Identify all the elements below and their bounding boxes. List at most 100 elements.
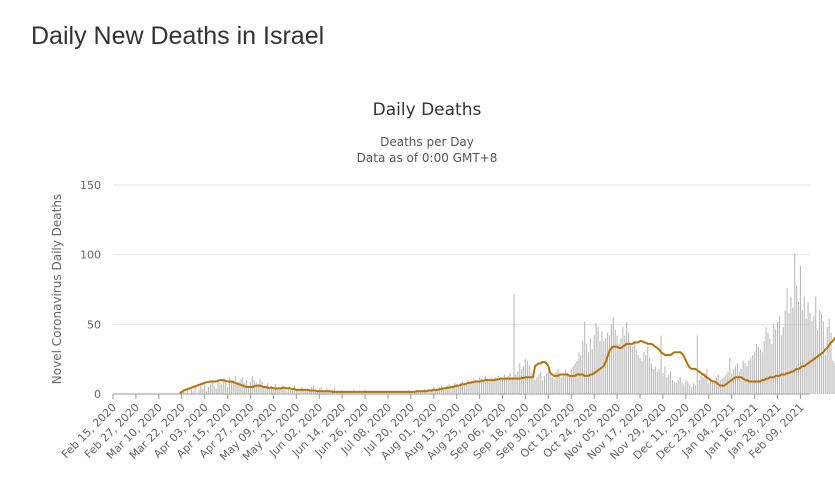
bar bbox=[488, 381, 490, 394]
bar bbox=[458, 385, 460, 394]
y-tick-label: 150 bbox=[80, 179, 101, 192]
bar bbox=[227, 387, 229, 394]
bar bbox=[251, 375, 253, 394]
bar bbox=[435, 389, 437, 394]
bar bbox=[832, 360, 834, 394]
bar bbox=[757, 346, 759, 394]
bar bbox=[624, 335, 626, 394]
bar bbox=[786, 288, 788, 394]
bar bbox=[385, 392, 387, 394]
bar bbox=[607, 332, 609, 394]
bar bbox=[712, 381, 714, 394]
bar bbox=[204, 382, 206, 394]
bar bbox=[496, 380, 498, 394]
bar bbox=[570, 368, 572, 394]
bar bbox=[228, 377, 231, 394]
bar bbox=[729, 357, 731, 394]
bar bbox=[551, 377, 553, 394]
bar bbox=[635, 349, 637, 394]
bar bbox=[482, 380, 484, 394]
bar bbox=[574, 363, 576, 394]
bar bbox=[610, 324, 612, 394]
bar bbox=[589, 338, 591, 394]
bar bbox=[209, 384, 211, 394]
bar bbox=[744, 363, 746, 394]
bar bbox=[633, 341, 635, 394]
bar bbox=[291, 388, 294, 394]
moving-average-line bbox=[179, 336, 835, 395]
bar bbox=[190, 388, 192, 394]
bar bbox=[505, 377, 507, 394]
bar bbox=[677, 380, 679, 394]
bar bbox=[219, 382, 221, 394]
bar bbox=[591, 349, 593, 394]
bar bbox=[719, 380, 721, 394]
bar bbox=[427, 391, 429, 394]
chart-subtitle-line-2: Data as of 0:00 GMT+8 bbox=[357, 151, 498, 165]
bar bbox=[813, 315, 815, 394]
bar bbox=[475, 380, 477, 394]
bar bbox=[286, 391, 288, 394]
bar bbox=[429, 389, 431, 394]
bar bbox=[477, 381, 479, 394]
bar bbox=[696, 335, 698, 394]
bar bbox=[748, 360, 750, 394]
bar bbox=[761, 352, 763, 394]
bar bbox=[557, 368, 559, 394]
bar bbox=[587, 352, 590, 394]
bar bbox=[545, 373, 547, 394]
bar bbox=[217, 380, 219, 394]
bar bbox=[263, 387, 265, 394]
bar bbox=[299, 388, 301, 394]
bar bbox=[708, 382, 710, 394]
bar bbox=[763, 341, 765, 394]
bar bbox=[754, 352, 756, 394]
y-tick-label: 100 bbox=[80, 249, 101, 262]
bar bbox=[502, 378, 504, 394]
bar bbox=[736, 363, 738, 394]
bar bbox=[517, 371, 519, 394]
bar bbox=[467, 380, 469, 394]
bar bbox=[805, 318, 807, 394]
bar bbox=[288, 387, 290, 394]
bar bbox=[419, 391, 421, 394]
bar bbox=[278, 389, 280, 394]
bar bbox=[372, 392, 374, 394]
bar bbox=[297, 391, 299, 394]
bar bbox=[374, 392, 376, 394]
bar bbox=[807, 302, 809, 394]
chart-subtitle-line-1: Deaths per Day bbox=[380, 135, 474, 149]
bar bbox=[654, 366, 656, 394]
bar bbox=[565, 370, 567, 394]
bar bbox=[652, 368, 654, 394]
bar bbox=[276, 388, 278, 394]
bar bbox=[244, 382, 246, 394]
bar bbox=[456, 384, 458, 394]
bar bbox=[685, 380, 687, 394]
bar bbox=[391, 392, 393, 394]
bar bbox=[731, 373, 733, 394]
bar bbox=[500, 377, 502, 394]
bar bbox=[444, 387, 446, 394]
bar bbox=[608, 335, 611, 394]
bar bbox=[185, 392, 187, 394]
bar bbox=[225, 381, 227, 394]
bar bbox=[270, 385, 273, 394]
bar bbox=[265, 385, 267, 394]
bar bbox=[566, 373, 569, 394]
bar bbox=[198, 389, 200, 394]
bar bbox=[559, 374, 561, 394]
bar bbox=[769, 338, 771, 394]
bar bbox=[687, 381, 689, 394]
bar bbox=[494, 377, 496, 394]
bar bbox=[389, 392, 391, 394]
bar bbox=[194, 387, 196, 394]
bar bbox=[670, 371, 672, 394]
bar bbox=[752, 354, 754, 394]
bar bbox=[790, 296, 792, 394]
bar bbox=[284, 388, 286, 394]
bar bbox=[523, 366, 525, 394]
bar bbox=[702, 377, 704, 394]
bar bbox=[568, 374, 570, 394]
bar bbox=[354, 392, 357, 394]
